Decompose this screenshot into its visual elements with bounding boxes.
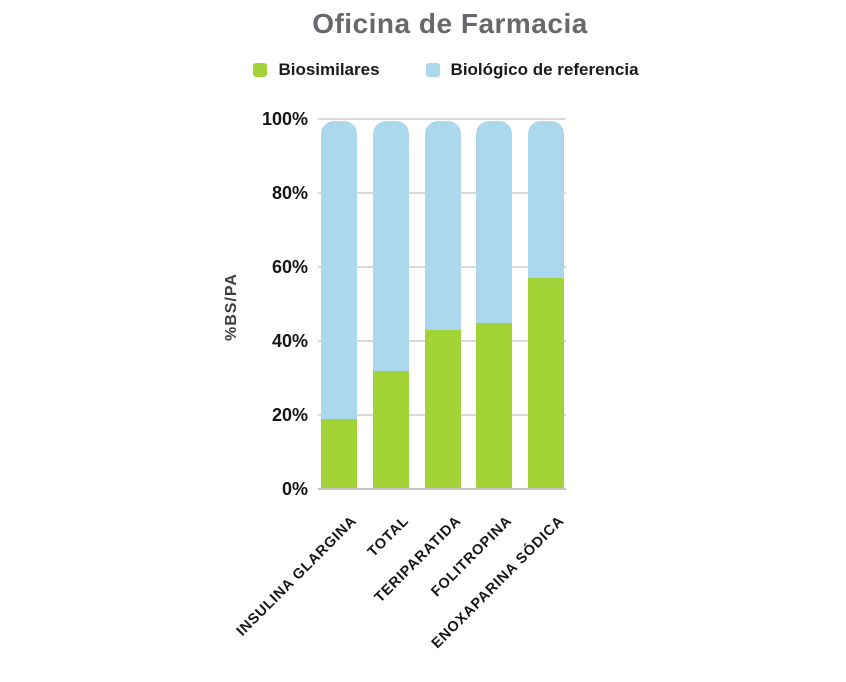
y-tick-label: 20% [271,405,308,425]
legend-label: Biológico de referencia [450,60,639,79]
bar-segment-referencia-4 [528,121,564,279]
y-tick-label: 40% [271,331,308,351]
bar-segment-biosimilares-0 [321,418,357,489]
legend: Biosimilares Biológico de referencia [46,60,846,80]
x-axis-label-1: TOTAL [364,513,413,561]
y-tick-label: 100% [261,109,308,129]
legend-swatch-icon [425,63,440,77]
y-tick-label: 80% [271,183,308,203]
legend-swatch-icon [253,63,268,77]
legend-item-1: Biológico de referencia [425,60,639,80]
x-axis-line [318,488,566,490]
bar-segment-referencia-1 [373,121,409,371]
bar-segment-biosimilares-1 [373,370,409,489]
y-tick-label: 60% [271,257,308,277]
x-axis-label-0: INSULINA GLARGINA [233,513,361,640]
bar-segment-biosimilares-3 [476,322,512,489]
bar-segment-referencia-0 [321,121,357,419]
chart-title: Oficina de Farmacia [312,8,588,39]
legend-item-0: Biosimilares [253,60,380,80]
bar-segment-biosimilares-4 [528,278,564,489]
bar-segment-referencia-2 [425,121,461,330]
gridline-100% [318,118,566,120]
bar-segment-biosimilares-2 [425,329,461,489]
legend-label: Biosimilares [278,60,380,79]
bar-segment-referencia-3 [476,121,512,323]
y-tick-label: 0% [281,479,308,499]
